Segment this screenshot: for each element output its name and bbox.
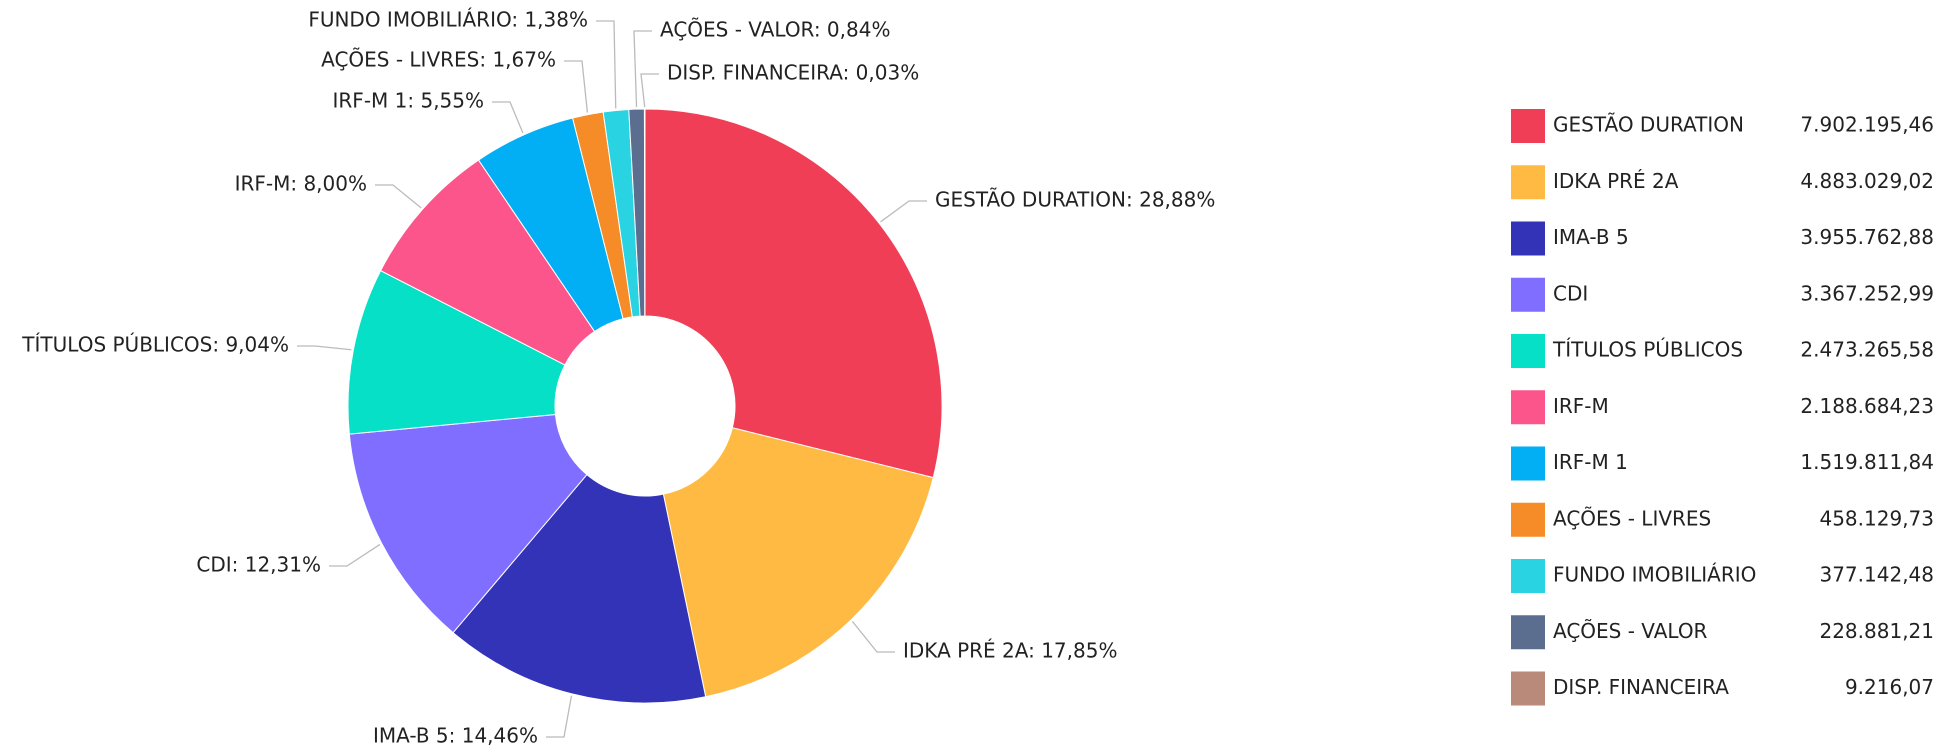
legend-label: DISP. FINANCEIRA [1553, 675, 1729, 699]
legend-value: 3.367.252,99 [1800, 281, 1934, 305]
legend-swatch [1511, 446, 1545, 481]
legend-label: IRF-M [1553, 394, 1609, 418]
legend-value: 2.473.265,58 [1800, 338, 1934, 362]
slice-label: IDKA PRÉ 2A: 17,85% [903, 639, 1117, 663]
slice-label: GESTÃO DURATION: 28,88% [935, 188, 1215, 212]
legend-swatch [1511, 334, 1545, 368]
legend-value: 228.881,21 [1819, 619, 1934, 643]
leader-line [375, 184, 422, 209]
legend-label: IRF-M 1 [1553, 450, 1628, 474]
leader-line [851, 620, 895, 653]
legend-value: 2.188.684,23 [1800, 394, 1934, 418]
legend-swatch [1511, 165, 1545, 200]
leader-line [546, 695, 573, 738]
slice-label: IMA-B 5: 14,46% [373, 724, 538, 748]
leader-line [880, 200, 927, 223]
legend-value: 7.902.195,46 [1800, 113, 1934, 137]
legend-label: IMA-B 5 [1553, 225, 1629, 249]
legend-value: 4.883.029,02 [1800, 169, 1934, 193]
legend-swatch [1511, 615, 1545, 650]
legend-value: 458.129,73 [1819, 506, 1934, 530]
slice-label: FUNDO IMOBILIÁRIO: 1,38% [308, 8, 588, 32]
slice [347, 269, 566, 435]
slice-label: DISP. FINANCEIRA: 0,03% [667, 61, 919, 85]
legend-label: IDKA PRÉ 2A [1553, 169, 1679, 193]
legend-swatch [1511, 671, 1545, 706]
legend-swatch [1511, 277, 1545, 312]
legend-swatch [1511, 390, 1545, 425]
legend-swatch [1511, 559, 1545, 593]
legend-label: AÇÕES - VALOR [1553, 619, 1708, 643]
slice [348, 413, 588, 634]
leader-line [329, 543, 381, 567]
leader-line [492, 101, 524, 134]
legend-value: 3.955.762,88 [1800, 225, 1934, 249]
legend-label: AÇÕES - LIVRES [1553, 506, 1711, 530]
slice-label: IRF-M: 8,00% [235, 172, 367, 196]
slice [452, 473, 707, 704]
legend-label: GESTÃO DURATION [1553, 113, 1744, 137]
slice [379, 159, 596, 366]
legend-swatch [1511, 221, 1545, 256]
slice [662, 427, 934, 698]
slice-label: TÍTULOS PÚBLICOS: 9,04% [21, 333, 289, 357]
legend-value: 1.519.811,84 [1800, 450, 1934, 474]
legend-value: 377.142,48 [1819, 563, 1934, 587]
slice-label: AÇÕES - VALOR: 0,84% [660, 18, 890, 42]
legend-value: 9.216,07 [1845, 675, 1934, 699]
slice-label: AÇÕES - LIVRES: 1,67% [321, 48, 556, 72]
slice-label: CDI: 12,31% [196, 553, 321, 577]
leader-line [564, 60, 589, 113]
leader-line [633, 30, 652, 108]
slice [644, 108, 943, 479]
legend-label: TÍTULOS PÚBLICOS [1552, 338, 1743, 362]
slice [643, 108, 646, 317]
legend-swatch [1511, 502, 1545, 537]
legend-swatch [1511, 109, 1545, 143]
leader-line [640, 73, 659, 108]
leader-line [297, 345, 352, 351]
legend-label: CDI [1553, 281, 1588, 305]
leader-line [596, 20, 617, 109]
slice-label: IRF-M 1: 5,55% [333, 89, 484, 113]
legend-label: FUNDO IMOBILIÁRIO [1553, 563, 1756, 587]
